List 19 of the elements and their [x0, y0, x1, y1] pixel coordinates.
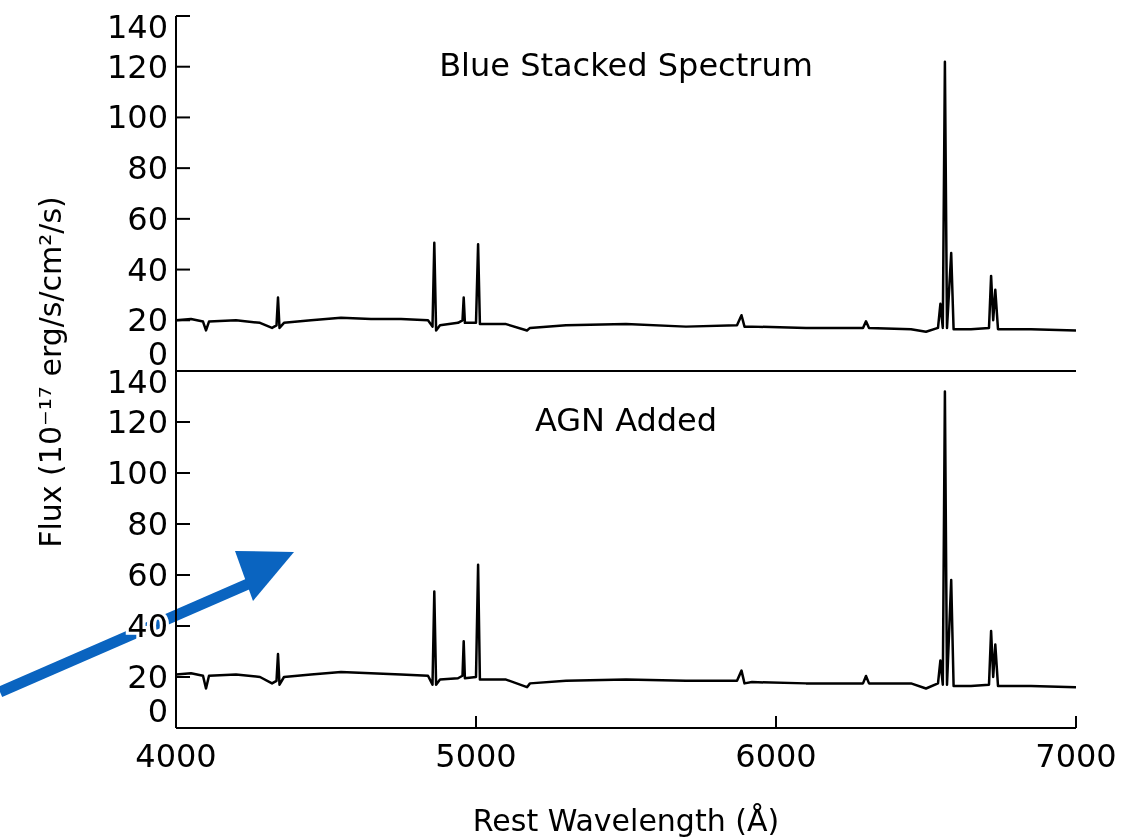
y-tick-label: 140: [106, 8, 168, 46]
x-tick-label: 6000: [735, 736, 817, 775]
y-tick-label: 20: [127, 301, 168, 340]
text: Blue Stacked Spectrum: [438, 46, 814, 84]
y-tick-label: 60: [127, 556, 168, 594]
y-tick-label: 120: [106, 403, 168, 441]
x-axis-title: Rest Wavelength (Å): [472, 803, 780, 838]
y-tick-label: 60: [127, 199, 168, 238]
y-tick-label: 40: [127, 250, 168, 289]
y-tick-label: 80: [127, 149, 168, 188]
y-tick-label: 100: [106, 454, 168, 492]
x-tick-label: 4000: [135, 736, 217, 775]
y-axis-title: Flux (10⁻¹⁷ erg/s/cm²/s): [32, 196, 68, 548]
y-tick-label: 80: [127, 505, 168, 543]
y-tick-label: 120: [106, 47, 168, 86]
y-tick-label: 100: [106, 98, 168, 137]
text: AGN Added: [533, 401, 719, 439]
x-tick-label: 7000: [1035, 736, 1117, 775]
x-tick-label: 5000: [435, 736, 517, 775]
